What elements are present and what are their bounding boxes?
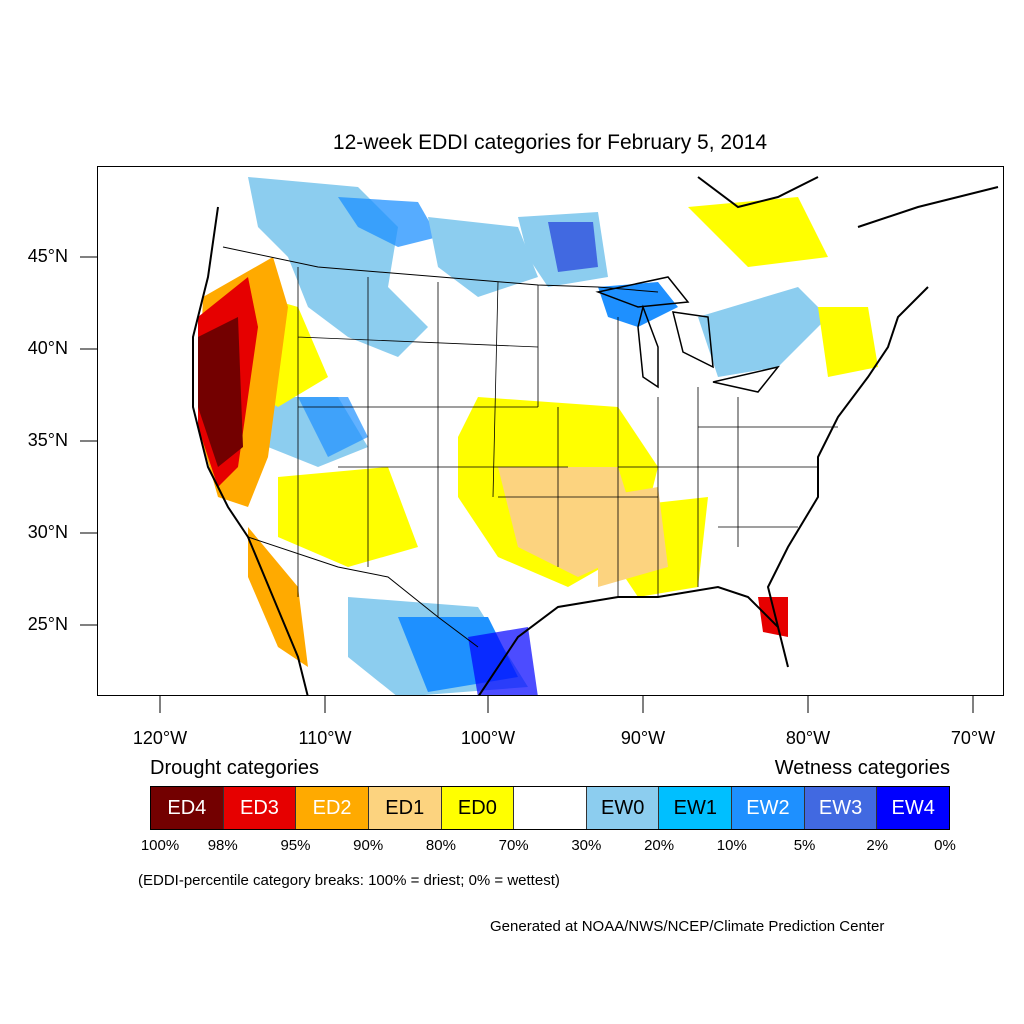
percentile-break: 90% <box>353 837 384 854</box>
wet-region-greatlakes <box>598 282 678 327</box>
east-coastline <box>766 286 929 628</box>
map-title: 12-week EDDI categories for February 5, … <box>332 131 768 154</box>
legend-box-ed2: ED2 <box>296 787 369 829</box>
percentile-break: 80% <box>425 837 456 854</box>
west-coastline <box>192 206 309 695</box>
lon-label-110w: 110°W <box>298 728 352 748</box>
percentile-break: 30% <box>571 837 602 854</box>
state-lines <box>297 267 838 617</box>
category-legend: ED4 ED3 ED2 ED1 ED0 EW0 EW1 EW2 EW3 EW4 <box>150 786 950 830</box>
boundaries <box>192 176 999 695</box>
percentile-break: 10% <box>716 837 747 854</box>
legend-box-neutral <box>514 787 587 829</box>
hudson-bay-coast <box>697 176 819 209</box>
lat-label-45: 45°N <box>27 246 68 266</box>
lake-huron <box>672 311 714 369</box>
axis-ticks <box>80 256 974 713</box>
legend-box-ed0: ED0 <box>441 787 515 829</box>
drought-region-florida <box>758 597 788 637</box>
eddi-map <box>192 176 999 695</box>
percentile-break: 70% <box>498 837 529 854</box>
legend-box-ew4: EW4 <box>877 787 950 829</box>
drought-region-quebec <box>688 197 828 267</box>
percentile-break: 2% <box>866 837 889 854</box>
lat-label-30: 30°N <box>27 522 68 542</box>
lon-label-120w: 120°W <box>132 728 188 748</box>
lon-label-100w: 100°W <box>460 728 516 748</box>
drought-region-delta <box>598 487 668 587</box>
wet-region-lakes-east <box>698 287 828 377</box>
lat-label-35: 35°N <box>27 430 68 450</box>
percentile-break: 100% <box>140 837 180 854</box>
percentile-break: 95% <box>280 837 311 854</box>
legend-box-ew0: EW0 <box>586 787 660 829</box>
legend-box-ed3: ED3 <box>223 787 297 829</box>
us-mexico-border <box>247 536 479 648</box>
credit-line: Generated at NOAA/NWS/NCEP/Climate Predi… <box>490 918 885 935</box>
map-panel <box>97 166 1004 696</box>
lon-label-90w: 90°W <box>620 728 666 748</box>
lake-michigan <box>637 304 659 389</box>
drought-region-northeast <box>818 307 878 377</box>
east-canada-coast <box>857 186 999 228</box>
wet-region-ontario-core <box>548 222 598 272</box>
percentile-break: 0% <box>934 837 956 854</box>
percentile-break: 5% <box>793 837 816 854</box>
category-note: (EDDI-percentile category breaks: 100% =… <box>138 872 560 889</box>
drought-region-baja <box>248 527 308 667</box>
drought-region-california-d4 <box>198 317 243 467</box>
legend-box-ew1: EW1 <box>659 787 733 829</box>
legend-box-ed1: ED1 <box>368 787 442 829</box>
lake-erie <box>712 365 780 393</box>
category-regions <box>198 177 878 695</box>
legend-box-ew3: EW3 <box>804 787 878 829</box>
lat-label-40: 40°N <box>27 338 68 358</box>
wet-region-north <box>338 197 438 247</box>
lake-superior <box>595 276 690 308</box>
percentile-break: 20% <box>644 837 675 854</box>
wet-region-north-plains <box>428 217 538 297</box>
wetness-heading: Wetness categories <box>774 757 950 779</box>
lon-label-80w: 80°W <box>785 728 831 748</box>
lon-label-70w: 70°W <box>950 728 996 748</box>
drought-heading: Drought categories <box>150 757 319 779</box>
legend-box-ed4: ED4 <box>151 787 224 829</box>
wet-region-colorado <box>298 397 368 457</box>
drought-region-southwest <box>278 467 418 567</box>
percentile-break: 98% <box>207 837 238 854</box>
legend-box-ew2: EW2 <box>732 787 805 829</box>
lat-label-25: 25°N <box>27 614 68 634</box>
